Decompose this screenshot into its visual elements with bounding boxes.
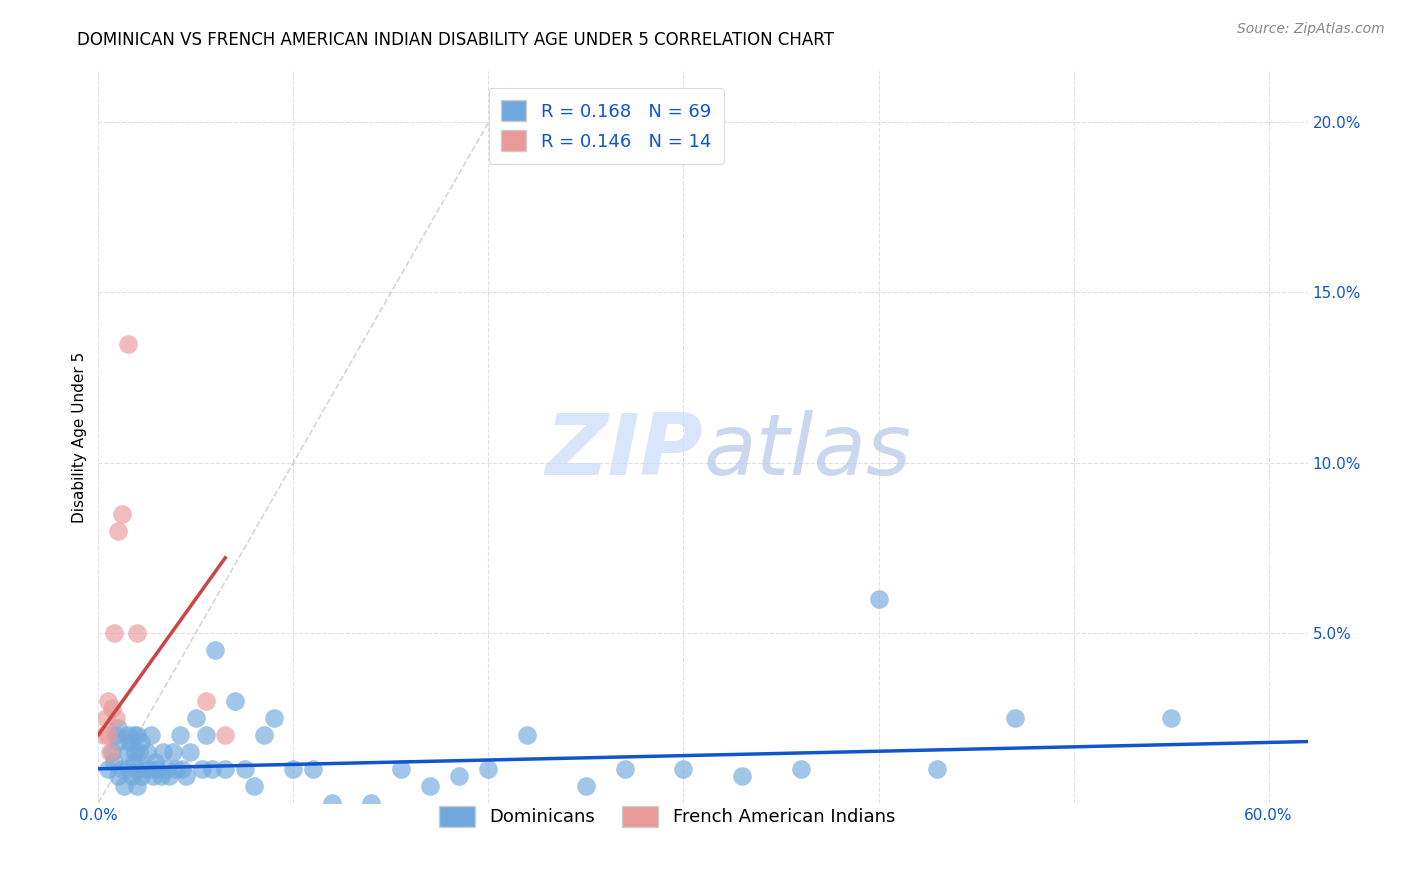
Point (156, 762, 179, 776)
Point (214, 728, 236, 742)
Point (107, 734, 129, 748)
Point (103, 625, 125, 640)
Point (127, 728, 149, 742)
Point (200, 762, 222, 776)
Text: Source: ZipAtlas.com: Source: ZipAtlas.com (1237, 22, 1385, 37)
Point (142, 768, 165, 782)
Point (104, 711, 127, 725)
Point (253, 728, 276, 742)
Point (174, 768, 197, 782)
Point (1004, 711, 1026, 725)
Text: ZIP: ZIP (546, 410, 703, 493)
Point (118, 734, 141, 748)
Point (97, 728, 120, 742)
Point (179, 745, 201, 759)
Point (143, 755, 166, 769)
Point (302, 762, 325, 776)
Point (124, 745, 146, 759)
Point (146, 762, 169, 776)
Point (152, 745, 174, 759)
Text: DOMINICAN VS FRENCH AMERICAN INDIAN DISABILITY AGE UNDER 5 CORRELATION CHART: DOMINICAN VS FRENCH AMERICAN INDIAN DISA… (77, 31, 834, 49)
Point (925, 762, 948, 776)
Point (191, 762, 214, 776)
Point (214, 762, 236, 776)
Point (107, 721, 129, 735)
Point (101, 700, 124, 714)
Point (162, 745, 184, 759)
Point (121, 768, 143, 782)
Point (122, 728, 145, 742)
Point (97, 762, 120, 776)
Point (165, 762, 187, 776)
Point (194, 728, 217, 742)
Point (111, 762, 134, 776)
Point (132, 762, 155, 776)
Point (111, 507, 134, 521)
Point (1160, 711, 1182, 725)
Point (117, 762, 139, 776)
Point (360, 796, 382, 810)
Point (103, 755, 125, 769)
Point (136, 745, 159, 759)
Point (283, 762, 305, 776)
Point (149, 768, 172, 782)
Point (204, 642, 226, 657)
Point (614, 762, 637, 776)
Point (101, 745, 124, 759)
Point (477, 762, 499, 776)
Y-axis label: Disability Age Under 5: Disability Age Under 5 (72, 351, 87, 523)
Point (122, 755, 145, 769)
Point (112, 779, 135, 793)
Point (157, 768, 180, 782)
Point (224, 694, 246, 708)
Point (107, 768, 129, 782)
Point (233, 762, 256, 776)
Point (194, 694, 217, 708)
Point (419, 779, 441, 793)
Point (127, 625, 149, 640)
Point (93, 728, 115, 742)
Point (516, 728, 538, 742)
Point (96, 711, 118, 725)
Point (128, 745, 150, 759)
Point (139, 728, 162, 742)
Point (575, 779, 598, 793)
Point (131, 768, 153, 782)
Point (449, 768, 471, 782)
Point (389, 762, 412, 776)
Point (104, 728, 127, 742)
Point (117, 728, 139, 742)
Point (868, 591, 890, 606)
Point (131, 734, 153, 748)
Point (117, 745, 139, 759)
Point (98, 745, 121, 759)
Point (184, 711, 207, 725)
Point (138, 762, 160, 776)
Point (789, 762, 811, 776)
Point (117, 336, 139, 351)
Point (263, 711, 285, 725)
Point (172, 762, 194, 776)
Point (107, 524, 129, 538)
Point (731, 768, 754, 782)
Point (169, 728, 191, 742)
Point (127, 762, 149, 776)
Point (97, 694, 120, 708)
Point (127, 779, 149, 793)
Legend: Dominicans, French American Indians: Dominicans, French American Indians (427, 795, 905, 838)
Point (243, 779, 266, 793)
Point (672, 762, 695, 776)
Point (321, 796, 343, 810)
Text: atlas: atlas (703, 410, 911, 493)
